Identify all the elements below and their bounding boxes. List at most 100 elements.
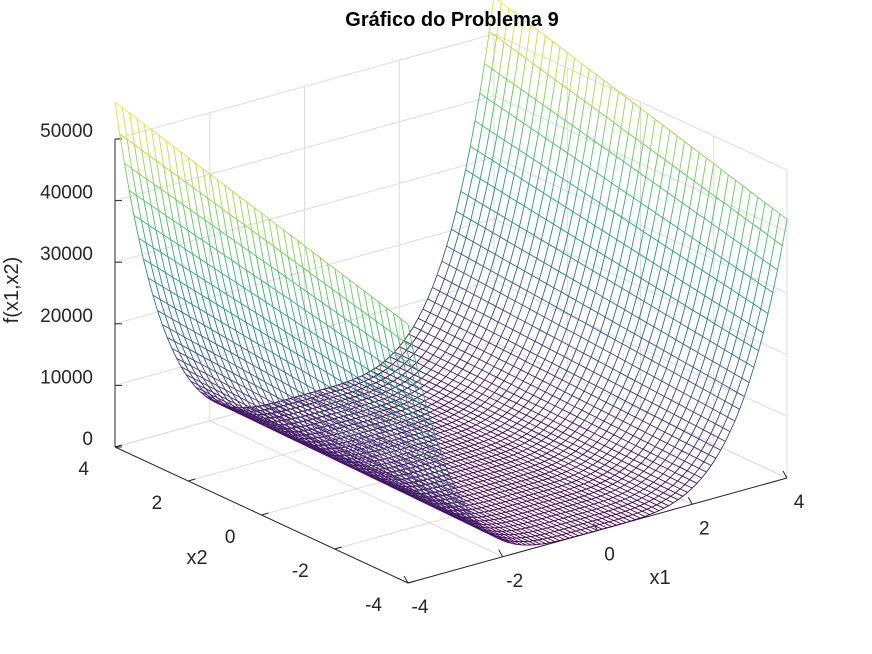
mesh-segment (456, 302, 463, 315)
mesh-segment (250, 292, 257, 313)
mesh-segment (596, 441, 605, 447)
mesh-segment (627, 364, 633, 377)
mesh-segment (588, 381, 597, 387)
mesh-segment (184, 336, 192, 342)
mesh-segment (532, 471, 541, 476)
mesh-segment (508, 466, 514, 469)
mesh-segment (386, 472, 395, 478)
mesh-segment (133, 215, 142, 221)
mesh-segment (684, 141, 693, 148)
mesh-segment (192, 253, 201, 260)
mesh-segment (406, 344, 412, 351)
mesh-segment (470, 412, 479, 417)
mesh-segment (542, 478, 548, 481)
mesh-segment (520, 333, 528, 338)
mesh-segment (566, 370, 575, 375)
mesh-segment (288, 410, 297, 416)
mesh-segment (523, 94, 529, 124)
mesh-segment (460, 468, 466, 472)
mesh-segment (436, 380, 442, 386)
mesh-segment (510, 449, 518, 454)
mesh-segment (441, 398, 449, 403)
mesh-segment (368, 389, 374, 393)
mesh-segment (260, 331, 266, 349)
mesh-segment (406, 429, 412, 432)
mesh-segment (481, 447, 490, 452)
mesh-segment (348, 385, 354, 402)
mesh-segment (557, 201, 566, 208)
mesh-segment (438, 388, 444, 393)
mesh-segment (503, 380, 512, 385)
mesh-segment (387, 424, 393, 427)
mesh-segment (478, 491, 484, 494)
mesh-segment (386, 472, 392, 480)
mesh-segment (184, 249, 191, 271)
mesh-segment (698, 152, 707, 159)
mesh-segment (251, 230, 257, 257)
mesh-segment (439, 319, 446, 330)
mesh-segment (474, 93, 481, 121)
mesh-segment (677, 300, 686, 306)
mesh-segment (227, 361, 234, 374)
mesh-segment (487, 466, 493, 470)
mesh-segment (334, 268, 340, 295)
mesh-segment (530, 476, 536, 479)
mesh-segment (290, 235, 296, 263)
mesh-segment (497, 432, 503, 436)
mesh-segment (449, 298, 455, 311)
mesh-segment (479, 155, 486, 179)
mesh-segment (608, 405, 614, 415)
gridline-z-back-left (114, 218, 495, 325)
mesh-segment (471, 426, 479, 432)
mesh-segment (513, 477, 522, 482)
mesh-segment (572, 422, 580, 427)
mesh-segment (249, 410, 257, 415)
mesh-segment (465, 456, 471, 460)
mesh-segment (673, 318, 681, 324)
mesh-segment (461, 490, 467, 493)
mesh-segment (537, 481, 546, 486)
mesh-segment (466, 488, 472, 492)
mesh-segment (508, 7, 517, 15)
mesh-segment (189, 270, 196, 291)
mesh-segment (679, 141, 685, 171)
mesh-segment (129, 112, 138, 120)
mesh-segment (170, 239, 176, 262)
mesh-segment (529, 451, 535, 456)
mesh-segment (133, 144, 140, 174)
mesh-segment (529, 436, 535, 441)
mesh-segment (696, 212, 705, 219)
mesh-segment (502, 484, 508, 487)
mesh-segment (350, 373, 357, 391)
mesh-segment (540, 391, 546, 400)
mesh-segment (631, 313, 640, 319)
mesh-segment (532, 469, 538, 473)
mesh-segment (578, 472, 586, 477)
mesh-segment (611, 259, 620, 266)
mesh-segment (396, 355, 403, 361)
mesh-segment (233, 341, 242, 347)
mesh-segment (185, 182, 191, 210)
mesh-segment (417, 308, 424, 319)
mesh-segment (381, 465, 390, 471)
mesh-segment (501, 412, 508, 417)
mesh-segment (483, 501, 492, 506)
mesh-segment (479, 178, 488, 184)
mesh-segment (226, 293, 235, 300)
mesh-segment (299, 394, 305, 397)
mesh-segment (543, 407, 551, 413)
mesh-segment (634, 368, 641, 381)
mesh-segment (201, 335, 210, 341)
mesh-segment (570, 300, 577, 316)
mesh-segment (314, 297, 321, 321)
mesh-segment (584, 100, 593, 107)
mesh-segment (406, 420, 414, 425)
mesh-segment (608, 122, 615, 152)
mesh-segment (252, 391, 258, 401)
mesh-segment (460, 169, 467, 192)
mesh-segment (364, 461, 370, 469)
mesh-segment (239, 397, 246, 405)
mesh-segment (293, 419, 299, 428)
mesh-segment (530, 409, 539, 415)
mesh-segment (250, 292, 259, 298)
